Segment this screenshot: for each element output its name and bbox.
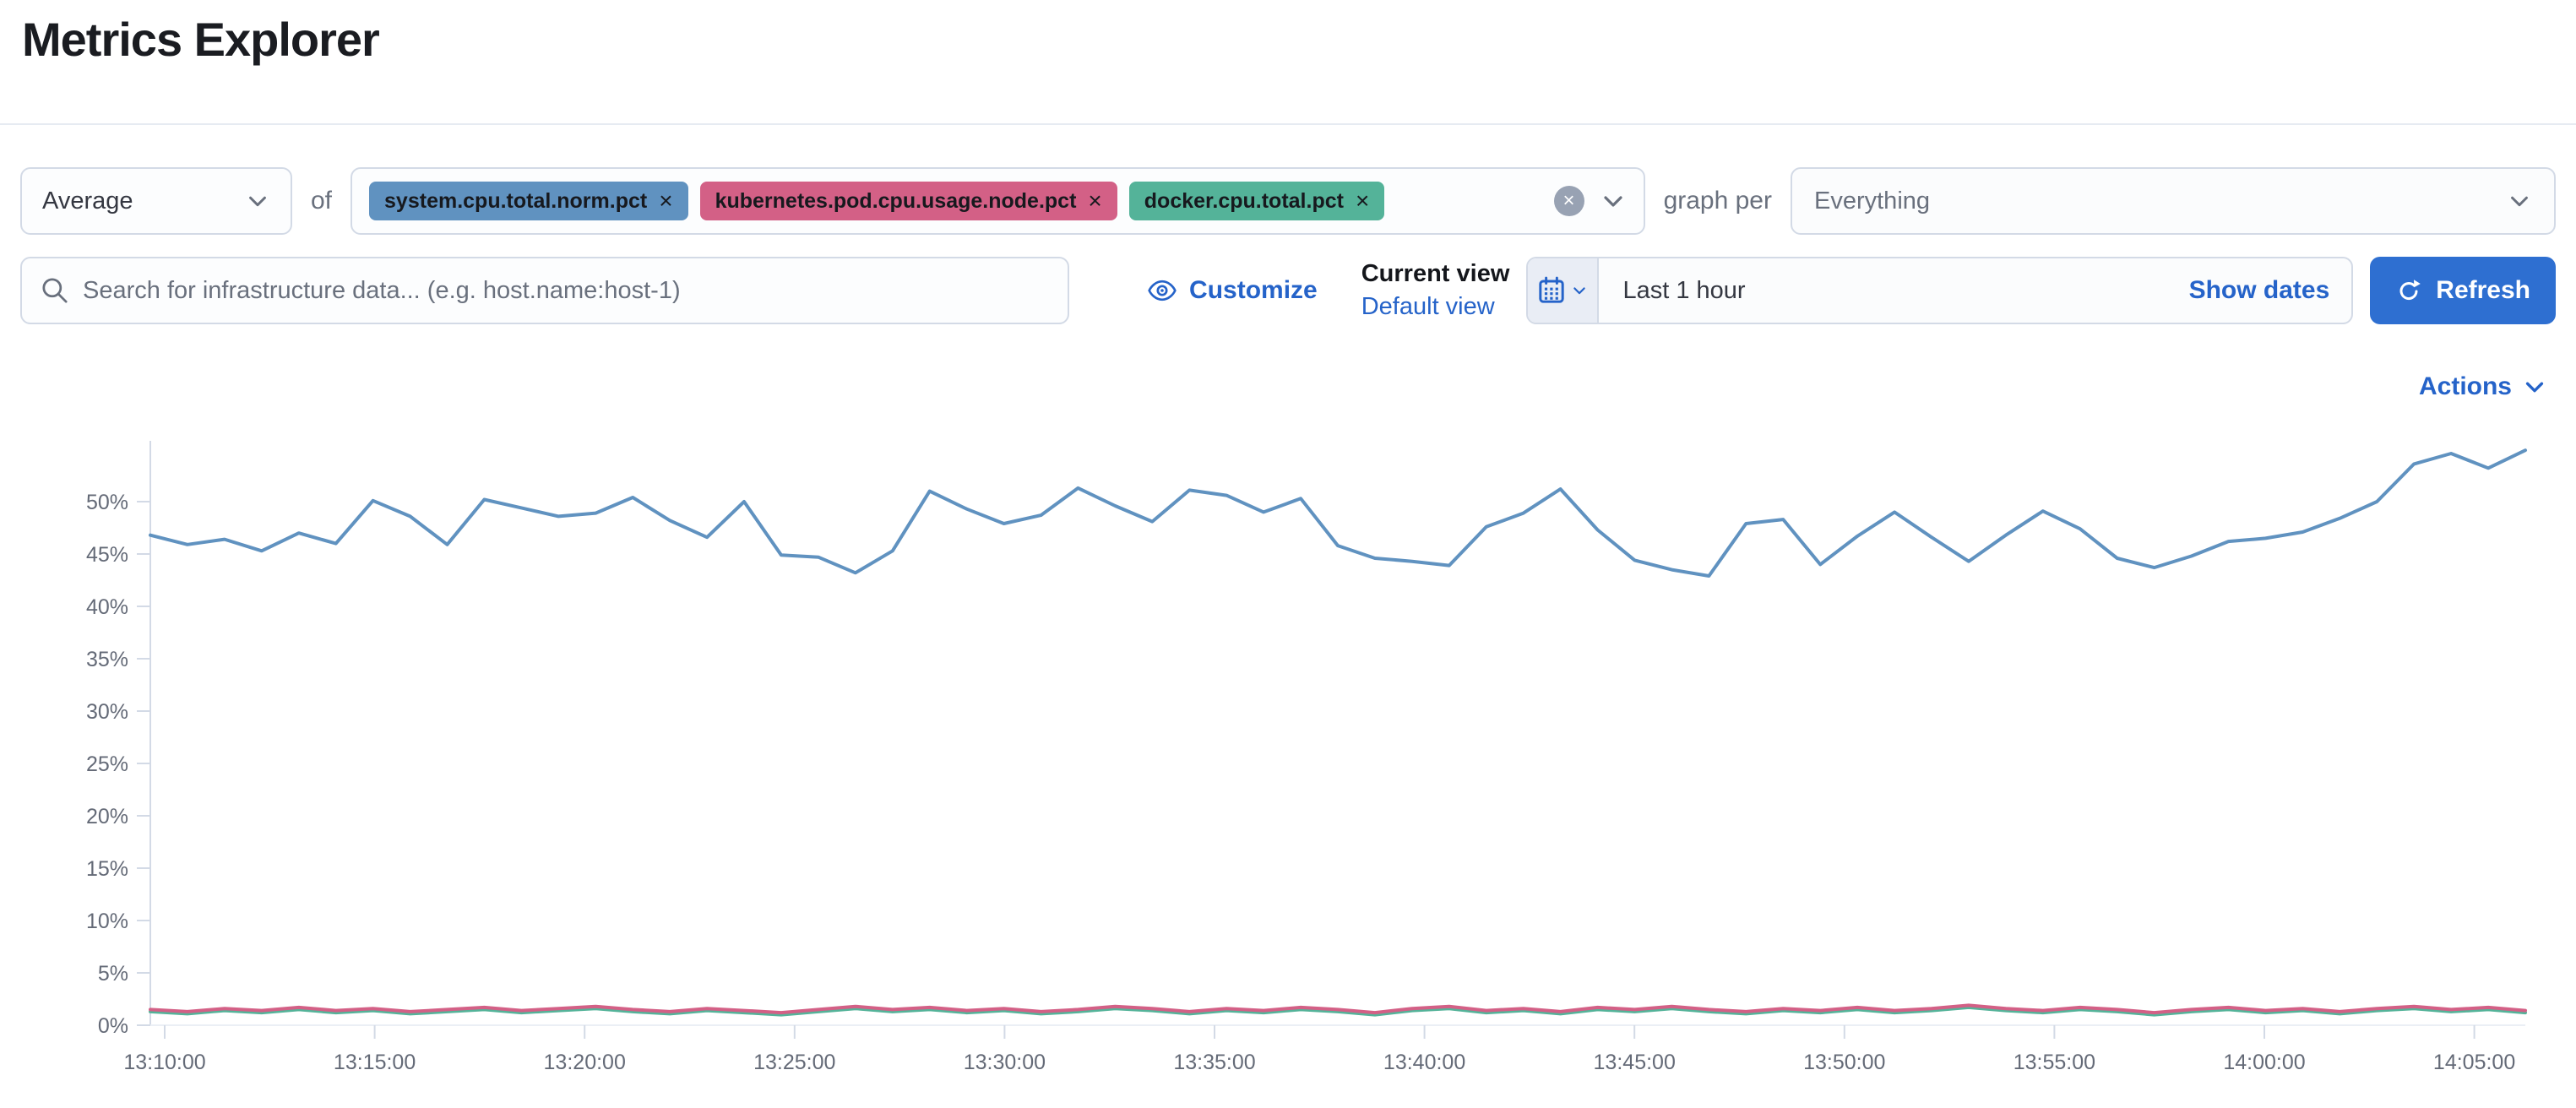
search-input[interactable] <box>83 276 1050 305</box>
metric-badge[interactable]: kubernetes.pod.cpu.usage.node.pct × <box>699 182 1117 220</box>
actions-menu-button[interactable]: Actions <box>2418 372 2512 400</box>
x-axis-label: 13:40:00 <box>1383 1051 1465 1074</box>
chevron-down-icon[interactable] <box>1600 187 1627 215</box>
graph-per-label: graph per <box>1663 187 1772 215</box>
x-axis-label: 13:15:00 <box>334 1051 416 1074</box>
graph-per-select[interactable]: Everything <box>1791 167 2556 235</box>
series-line-system.cpu.total.norm.pct <box>149 448 2527 578</box>
y-axis-label: 35% <box>86 648 128 671</box>
metrics-chart-svg: 0% 5% 10% 15% 20% 25% 30% 35% 40% 45% 50% 13:10:00 1… <box>86 441 2527 1074</box>
y-axis-label: 10% <box>86 910 128 933</box>
current-view-label: Current view <box>1361 260 1510 287</box>
series-line-kubernetes.pod.cpu.usage.node.pct <box>149 1003 2527 1015</box>
metric-badge-label: kubernetes.pod.cpu.usage.node.pct <box>715 188 1077 213</box>
x-axis-label: 14:05:00 <box>2433 1051 2515 1074</box>
chevron-down-icon[interactable] <box>2522 374 2547 399</box>
aggregation-select[interactable]: Average <box>20 167 292 235</box>
customize-label: Customize <box>1189 276 1318 304</box>
y-axis-label: 5% <box>98 962 128 986</box>
y-axis-label: 40% <box>86 595 128 619</box>
refresh-icon <box>2399 280 2421 300</box>
of-label: of <box>311 187 333 215</box>
y-axis-label: 30% <box>86 700 128 724</box>
remove-metric-icon[interactable]: × <box>1355 187 1370 214</box>
search-box <box>20 257 1070 324</box>
time-range-value[interactable]: Last 1 hour <box>1622 276 1746 304</box>
x-axis-label: 13:50:00 <box>1803 1051 1885 1074</box>
x-axis-label: 13:10:00 <box>123 1051 205 1074</box>
metrics-combobox[interactable]: system.cpu.total.norm.pct × kubernetes.pod… <box>351 167 1645 235</box>
time-range-picker: Last 1 hour Show dates <box>1526 257 2354 324</box>
x-axis-label: 13:30:00 <box>964 1051 1046 1074</box>
page-header: Metrics Explorer <box>0 0 2576 125</box>
x-axis-label: 13:35:00 <box>1173 1051 1255 1074</box>
x-axis-label: 13:20:00 <box>544 1051 626 1074</box>
show-dates-link[interactable]: Show dates <box>2188 276 2330 304</box>
y-axis-label: 0% <box>98 1014 128 1038</box>
metric-badge[interactable]: system.cpu.total.norm.pct × <box>369 182 688 220</box>
clear-all-icon[interactable]: × <box>1553 186 1584 216</box>
metric-badges: system.cpu.total.norm.pct × kubernetes.pod… <box>369 182 1554 220</box>
remove-metric-icon[interactable]: × <box>1088 187 1102 214</box>
y-axis-label: 45% <box>86 543 128 567</box>
y-axis-label: 15% <box>86 857 128 881</box>
eye-icon <box>1148 280 1177 301</box>
remove-metric-icon[interactable]: × <box>659 187 673 214</box>
metric-badge-label: system.cpu.total.norm.pct <box>384 188 648 213</box>
y-axis-label: 50% <box>86 491 128 514</box>
series-line-docker.cpu.total.pct <box>149 1005 2527 1017</box>
metric-badge[interactable]: docker.cpu.total.pct × <box>1128 182 1385 220</box>
aggregation-value: Average <box>42 187 133 215</box>
customize-button[interactable]: Customize <box>1147 275 1318 306</box>
combobox-controls: × <box>1553 186 1627 216</box>
default-view-link[interactable]: Default view <box>1361 293 1495 320</box>
metrics-chart[interactable]: 0% 5% 10% 15% 20% 25% 30% 35% 40% 45% 50% 13:10:00 1… <box>0 409 2576 1091</box>
x-axis-label: 13:25:00 <box>753 1051 835 1074</box>
x-axis-label: 13:45:00 <box>1594 1051 1676 1074</box>
page-title: Metrics Explorer <box>22 13 380 66</box>
refresh-button[interactable]: Refresh <box>2370 257 2557 324</box>
search-row: Customize Current view Default view Last… <box>20 257 2557 324</box>
view-switcher: Current view Default view <box>1361 260 1527 321</box>
y-axis-label: 25% <box>86 752 128 776</box>
toolbar: Average of system.cpu.total.norm.pct × kub… <box>0 167 2576 324</box>
metric-config-row: Average of system.cpu.total.norm.pct × kub… <box>20 167 2556 235</box>
x-axis-label: 14:00:00 <box>2223 1051 2305 1074</box>
chevron-down-icon <box>249 196 266 207</box>
chevron-down-icon <box>2511 196 2528 207</box>
metric-badge-label: docker.cpu.total.pct <box>1144 188 1344 213</box>
x-axis-label: 13:55:00 <box>2014 1051 2095 1074</box>
search-icon <box>42 278 68 303</box>
chevron-down-icon <box>1573 287 1586 295</box>
refresh-label: Refresh <box>2436 276 2531 304</box>
calendar-icon <box>1539 276 1565 303</box>
graph-per-value: Everything <box>1814 187 1931 215</box>
y-axis-label: 20% <box>86 805 128 828</box>
chart-actions: Actions <box>0 368 2576 405</box>
quick-select-button[interactable] <box>1528 258 1600 323</box>
